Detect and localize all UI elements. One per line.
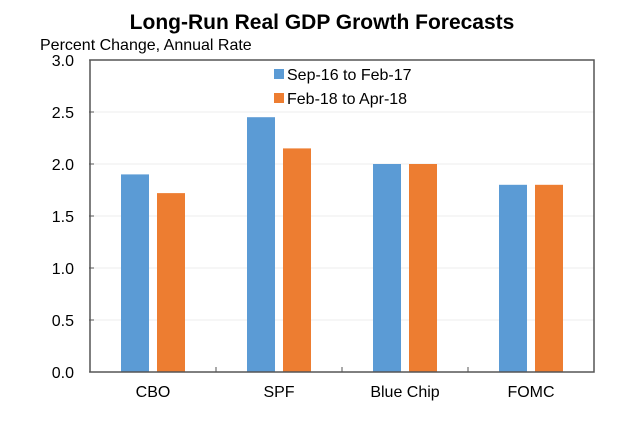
- y-tick-label: 3.0: [52, 53, 74, 70]
- legend-label: Sep-16 to Feb-17: [287, 67, 412, 84]
- y-tick-label: 0.0: [52, 365, 74, 382]
- bar-spf-series-1: [247, 117, 275, 372]
- legend-label: Feb-18 to Apr-18: [287, 91, 407, 108]
- chart-title: Long-Run Real GDP Growth Forecasts: [130, 11, 515, 34]
- x-axis: CBO SPF Blue Chip FOMC: [136, 367, 555, 401]
- bar-blue-chip-series-1: [373, 164, 401, 372]
- y-tick-label: 2.5: [52, 105, 74, 122]
- x-tick-label: FOMC: [507, 384, 554, 401]
- bar-cbo-series-2: [157, 193, 185, 372]
- x-tick-label: CBO: [136, 384, 171, 401]
- chart-subtitle: Percent Change, Annual Rate: [40, 37, 252, 54]
- legend-swatch: [274, 93, 284, 103]
- bar-cbo-series-1: [121, 174, 149, 372]
- y-tick-label: 1.5: [52, 209, 74, 226]
- y-tick-label: 1.0: [52, 261, 74, 278]
- y-tick-label: 2.0: [52, 157, 74, 174]
- bar-fomc-series-2: [535, 184, 563, 372]
- x-tick-label: SPF: [263, 384, 294, 401]
- legend-swatch: [274, 69, 284, 79]
- bar-spf-series-2: [283, 148, 311, 372]
- y-axis: 0.0 0.5 1.0 1.5 2.0 2.5 3.0: [52, 53, 94, 382]
- bars: [121, 117, 563, 372]
- legend: Sep-16 to Feb-17 Feb-18 to Apr-18: [274, 67, 412, 108]
- bar-blue-chip-series-2: [409, 164, 437, 372]
- x-tick-label: Blue Chip: [370, 384, 439, 401]
- y-tick-label: 0.5: [52, 313, 74, 330]
- bar-fomc-series-1: [499, 184, 527, 372]
